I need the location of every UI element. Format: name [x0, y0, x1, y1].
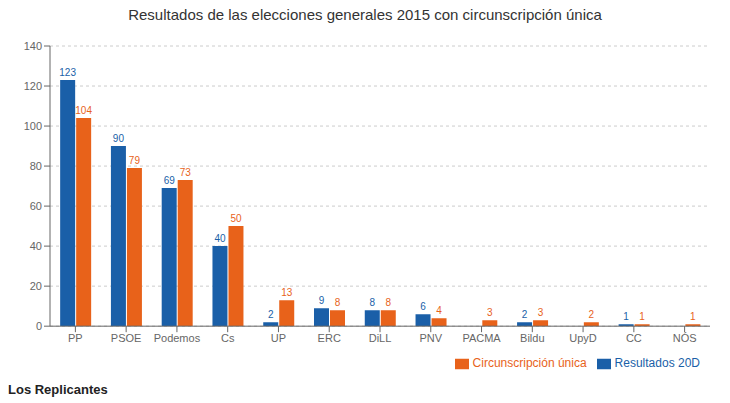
html-text:Resultados 20D: Resultados 20D [614, 356, 700, 371]
svg-text:40: 40 [30, 240, 42, 252]
svg-text:90: 90 [113, 133, 125, 144]
svg-text:UP: UP [271, 332, 286, 344]
svg-text:Cs: Cs [221, 332, 235, 344]
svg-text:Bildu: Bildu [520, 332, 544, 344]
svg-text:104: 104 [75, 105, 92, 116]
html-text:Los Replicantes: Los Replicantes [8, 382, 108, 397]
svg-text:79: 79 [129, 155, 141, 166]
svg-text:PACMA: PACMA [462, 332, 501, 344]
svg-text:100: 100 [24, 120, 42, 132]
svg-text:2: 2 [522, 309, 528, 320]
svg-text:PNV: PNV [419, 332, 442, 344]
svg-text:1: 1 [639, 311, 645, 322]
svg-text:4: 4 [436, 305, 442, 316]
svg-text:69: 69 [164, 175, 176, 186]
svg-text:Podemos: Podemos [154, 332, 201, 344]
svg-text:NÓS: NÓS [673, 332, 697, 344]
svg-text:0: 0 [36, 320, 42, 332]
svg-text:ERC: ERC [318, 332, 341, 344]
svg-text:UpyD: UpyD [569, 332, 597, 344]
svg-text:6: 6 [420, 301, 426, 312]
svg-text:1: 1 [623, 311, 629, 322]
svg-text:60: 60 [30, 200, 42, 212]
svg-text:73: 73 [180, 167, 192, 178]
html-text:Resultados de las elecciones g: Resultados de las elecciones generales 2… [128, 6, 602, 23]
svg-text:3: 3 [487, 307, 493, 318]
svg-text:123: 123 [59, 67, 76, 78]
svg-text:8: 8 [335, 297, 341, 308]
svg-text:CC: CC [626, 332, 642, 344]
svg-text:PSOE: PSOE [111, 332, 142, 344]
html-text:Circunscripción única: Circunscripción única [472, 356, 587, 371]
svg-text:3: 3 [538, 307, 544, 318]
svg-text:2: 2 [589, 309, 595, 320]
svg-text:13: 13 [281, 287, 293, 298]
svg-text:50: 50 [230, 213, 242, 224]
svg-text:8: 8 [369, 297, 375, 308]
svg-text:140: 140 [24, 40, 42, 52]
svg-text:2: 2 [268, 309, 274, 320]
svg-text:9: 9 [319, 295, 325, 306]
svg-text:PP: PP [68, 332, 83, 344]
svg-text:1: 1 [690, 311, 696, 322]
svg-text:120: 120 [24, 80, 42, 92]
svg-text:80: 80 [30, 160, 42, 172]
svg-text:20: 20 [30, 280, 42, 292]
svg-text:40: 40 [214, 233, 226, 244]
svg-text:DiLL: DiLL [369, 332, 392, 344]
svg-text:8: 8 [385, 297, 391, 308]
